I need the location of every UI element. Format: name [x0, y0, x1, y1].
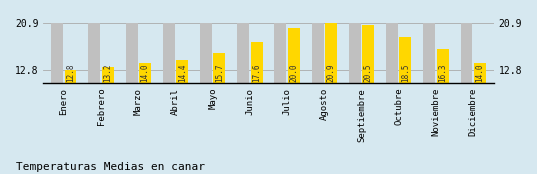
Text: 20.0: 20.0: [289, 63, 299, 82]
Text: 14.0: 14.0: [141, 63, 149, 82]
Text: 15.7: 15.7: [215, 63, 224, 82]
Bar: [176, 60, 188, 144]
Bar: [51, 23, 63, 144]
Bar: [325, 23, 337, 144]
Bar: [311, 23, 324, 144]
Bar: [163, 23, 175, 144]
Bar: [64, 70, 76, 144]
Bar: [126, 23, 137, 144]
Bar: [349, 23, 361, 144]
Bar: [423, 23, 435, 144]
Bar: [102, 67, 114, 144]
Bar: [461, 23, 473, 144]
Bar: [237, 23, 249, 144]
Text: Temperaturas Medias en canar: Temperaturas Medias en canar: [16, 162, 205, 172]
Bar: [89, 23, 100, 144]
Text: 18.5: 18.5: [401, 63, 410, 82]
Text: 17.6: 17.6: [252, 63, 261, 82]
Text: 14.4: 14.4: [178, 63, 187, 82]
Bar: [362, 25, 374, 144]
Bar: [251, 42, 263, 144]
Bar: [200, 23, 212, 144]
Text: 16.3: 16.3: [438, 63, 447, 82]
Bar: [213, 53, 226, 144]
Bar: [386, 23, 398, 144]
Text: 20.5: 20.5: [364, 63, 373, 82]
Bar: [288, 28, 300, 144]
Bar: [437, 49, 448, 144]
Text: 13.2: 13.2: [103, 63, 112, 82]
Text: 14.0: 14.0: [475, 63, 484, 82]
Text: 12.8: 12.8: [66, 63, 75, 82]
Bar: [274, 23, 286, 144]
Bar: [400, 37, 411, 144]
Bar: [474, 63, 486, 144]
Bar: [139, 63, 151, 144]
Text: 20.9: 20.9: [326, 63, 336, 82]
